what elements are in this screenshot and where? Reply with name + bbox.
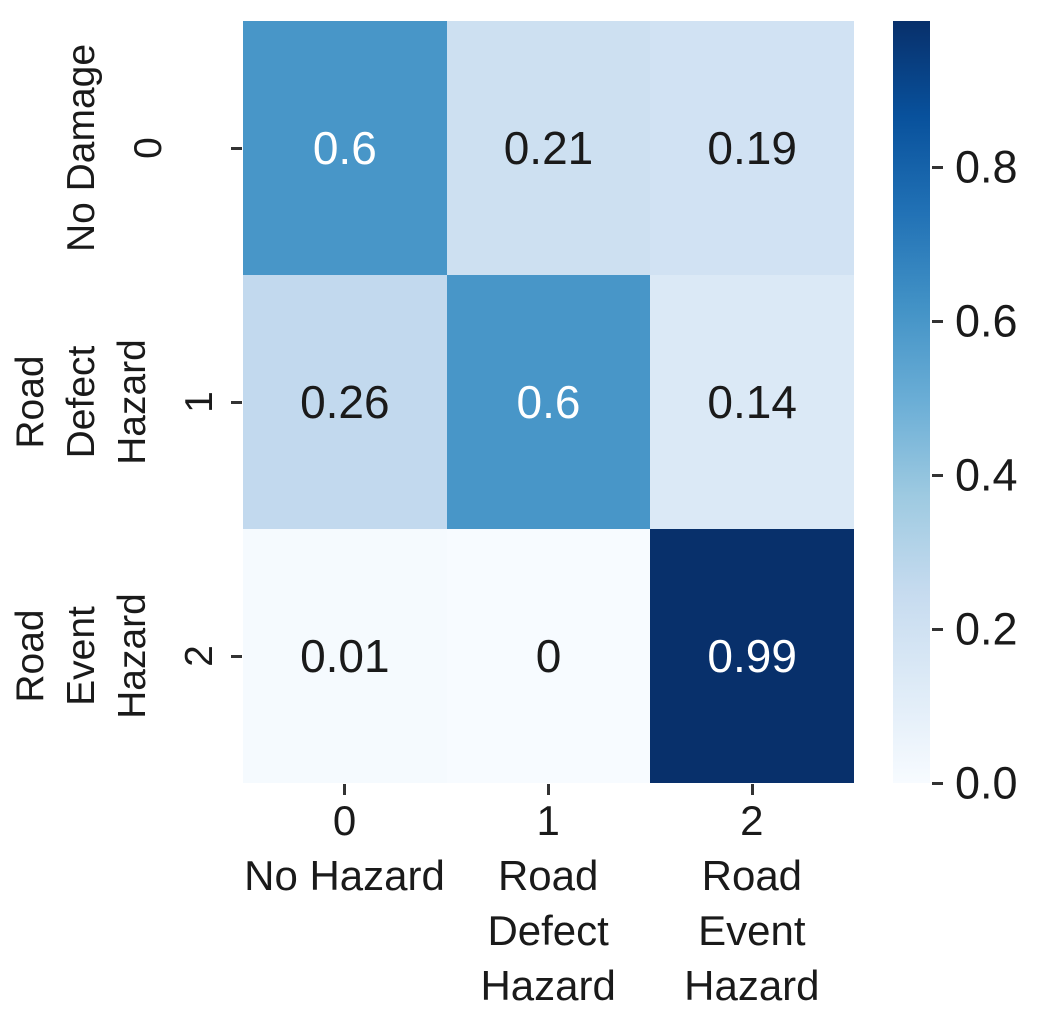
x-axis-tick-mark — [750, 784, 754, 795]
cell-value: 0.21 — [503, 122, 594, 174]
y-tick-class-number: 2 — [177, 645, 221, 667]
y-tick-line: Hazard — [110, 593, 154, 719]
colorbar-tick-label-0.4: 0.4 — [955, 449, 1018, 501]
x-tick-line: Hazard — [684, 962, 820, 1009]
x-tick-line: Road — [701, 852, 803, 899]
cell-value: 0.6 — [312, 122, 377, 174]
cell-value: 0.14 — [707, 376, 797, 428]
colorbar-tick-label-0.8: 0.8 — [955, 141, 1018, 193]
heatmap-cell-r1c1: 0.6 — [446, 275, 651, 529]
y-tick-class-number: 0 — [126, 137, 170, 159]
heatmap-grid: 0.6 0.21 0.19 0.26 0.6 0.14 0.01 0 0.99 — [243, 21, 854, 783]
y-tick-line: Road — [8, 355, 52, 449]
colorbar-tick-mark — [932, 627, 943, 631]
y-tick-line: Event — [59, 606, 103, 706]
colorbar-axis: 0.0 0.2 0.4 0.6 0.8 — [930, 21, 1041, 806]
x-axis-tick-mark — [343, 784, 347, 795]
y-axis-tick-mark — [231, 400, 242, 404]
cell-value: 0.26 — [300, 376, 390, 428]
y-axis-tick-mark — [231, 654, 242, 658]
cell-value: 0.99 — [707, 630, 797, 682]
cell-value: 0.6 — [516, 376, 581, 428]
heatmap-cell-r2c0: 0.01 — [243, 529, 447, 783]
heatmap-cell-r0c0: 0.6 — [243, 21, 447, 275]
x-axis-tick-labels: 0 No Hazard 1 Road Defect Hazard 2 Road Event Haz… — [243, 800, 854, 1020]
colorbar — [893, 21, 930, 783]
x-tick-line: Defect — [487, 907, 609, 954]
x-tick-line: Event — [698, 907, 806, 954]
x-tick-line: Road — [497, 852, 599, 899]
colorbar-tick-mark — [932, 473, 943, 477]
x-tick-label-0: 0 No Hazard — [243, 800, 446, 1020]
y-tick-text: Road Defect Hazard 1 — [8, 339, 221, 465]
heatmap-cell-r2c2: 0.99 — [650, 529, 854, 783]
heatmap-cell-r2c1: 0 — [446, 529, 651, 783]
x-tick-label-2: 2 Road Event Hazard — [650, 800, 853, 1020]
colorbar-tick-mark — [932, 319, 943, 323]
y-tick-class-number: 1 — [177, 391, 221, 413]
cell-value: 0 — [535, 630, 562, 682]
x-tick-line: Hazard — [480, 962, 616, 1009]
y-axis-tick-mark — [231, 146, 242, 150]
y-tick-line: No Damage — [59, 43, 103, 253]
x-tick-class-number: 2 — [740, 797, 764, 844]
heatmap-cell-r0c2: 0.19 — [650, 21, 854, 275]
y-tick-line: Road — [8, 609, 52, 703]
y-tick-label-0: No Damage 0 — [0, 21, 230, 275]
y-tick-label-2: Road Event Hazard 2 — [0, 529, 230, 783]
cell-value: 0.19 — [707, 122, 797, 174]
heatmap-cell-r1c2: 0.14 — [650, 275, 854, 529]
y-tick-line: Defect — [59, 345, 103, 459]
colorbar-tick-label-0.6: 0.6 — [955, 295, 1018, 347]
x-tick-class-number: 0 — [332, 797, 357, 844]
colorbar-tick-label-0.0: 0.0 — [955, 757, 1018, 809]
heatmap-cell-r0c1: 0.21 — [446, 21, 651, 275]
colorbar-tick-mark — [932, 165, 943, 169]
heatmap-cell-r1c0: 0.26 — [243, 275, 447, 529]
colorbar-tick-label-0.2: 0.2 — [955, 603, 1018, 655]
x-tick-class-number: 1 — [536, 797, 560, 844]
y-tick-label-1: Road Defect Hazard 1 — [0, 275, 230, 529]
y-tick-text: Road Event Hazard 2 — [8, 593, 221, 719]
colorbar-tick-mark — [932, 781, 943, 785]
cell-value: 0.01 — [300, 630, 390, 682]
x-axis-tick-mark — [547, 784, 550, 795]
y-axis-tick-labels: No Damage 0 Road Defect Hazard 1 Road Event Haza… — [0, 21, 243, 783]
y-tick-text: No Damage 0 — [59, 43, 170, 253]
x-tick-label-1: 1 Road Defect Hazard — [447, 800, 650, 1020]
y-tick-line: Hazard — [110, 339, 154, 465]
x-tick-line: No Hazard — [244, 852, 445, 899]
